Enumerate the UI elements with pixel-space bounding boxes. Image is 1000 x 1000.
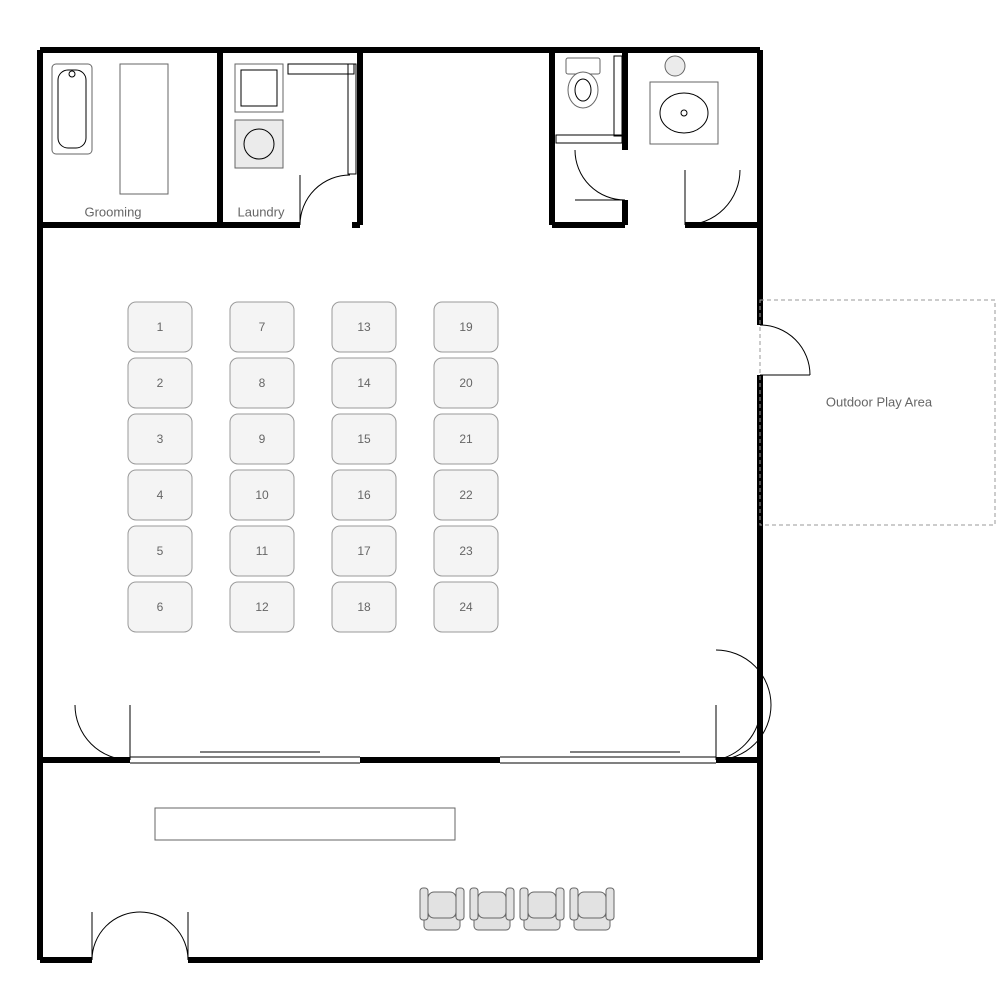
kennel-number: 6 bbox=[157, 600, 164, 614]
waiting-chair bbox=[520, 888, 564, 930]
kennel-number: 20 bbox=[459, 376, 473, 390]
kennel-number: 4 bbox=[157, 488, 164, 502]
kennel-number: 3 bbox=[157, 432, 164, 446]
kennel-number: 23 bbox=[459, 544, 473, 558]
kennel-number: 8 bbox=[259, 376, 266, 390]
outdoor-label: Outdoor Play Area bbox=[826, 394, 933, 409]
kennel-number: 7 bbox=[259, 320, 266, 334]
dryer-icon bbox=[235, 120, 283, 168]
grooming-label: Grooming bbox=[84, 204, 141, 219]
kennel-number: 14 bbox=[357, 376, 371, 390]
kennel-number: 24 bbox=[459, 600, 473, 614]
kennel-number: 11 bbox=[256, 544, 269, 558]
toilet-icon bbox=[566, 58, 600, 108]
floorplan-canvas: Outdoor Play Area Grooming Laundry 12345… bbox=[0, 0, 1000, 1000]
waiting-chair bbox=[570, 888, 614, 930]
sink-icon bbox=[650, 82, 718, 144]
grooming-table-icon bbox=[120, 64, 168, 194]
kennel-number: 1 bbox=[157, 320, 164, 334]
waiting-chairs bbox=[420, 888, 614, 930]
kennel-number: 13 bbox=[357, 320, 371, 334]
kennel-number: 16 bbox=[357, 488, 371, 502]
waiting-chair bbox=[420, 888, 464, 930]
waiting-chair bbox=[470, 888, 514, 930]
kennel-number: 10 bbox=[255, 488, 269, 502]
kennel-number: 18 bbox=[357, 600, 371, 614]
trash-icon bbox=[665, 56, 685, 76]
kennel-number: 2 bbox=[157, 376, 164, 390]
laundry-label: Laundry bbox=[238, 204, 285, 219]
reception-counter bbox=[155, 808, 455, 840]
kennel-number: 9 bbox=[259, 432, 266, 446]
kennel-number: 19 bbox=[459, 320, 473, 334]
kennel-number: 15 bbox=[357, 432, 371, 446]
kennel-number: 22 bbox=[459, 488, 473, 502]
kennel-grid: 123456789101112131415161718192021222324 bbox=[128, 302, 498, 632]
washer-icon bbox=[235, 64, 283, 112]
kennel-number: 5 bbox=[157, 544, 164, 558]
kennel-number: 17 bbox=[357, 544, 371, 558]
outdoor-area bbox=[760, 300, 995, 525]
kennel-number: 21 bbox=[459, 432, 473, 446]
kennel-number: 12 bbox=[255, 600, 269, 614]
